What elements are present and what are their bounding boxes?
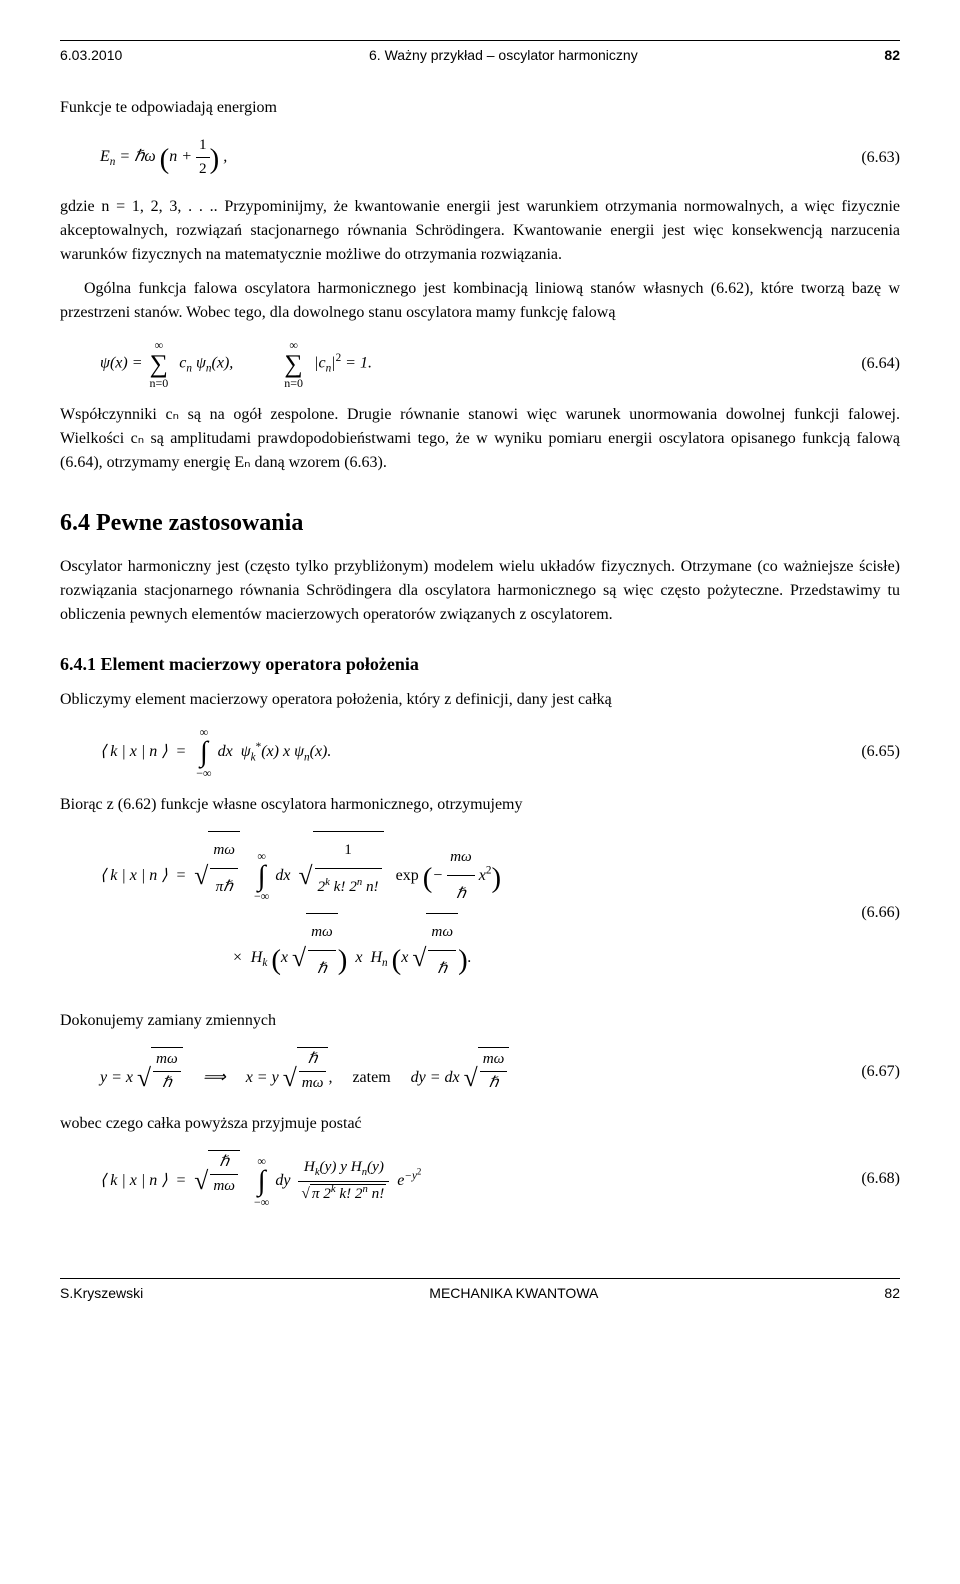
paragraph: Dokonujemy zamiany zmiennych <box>60 1009 900 1033</box>
subsection-heading-6-4-1: 6.4.1 Element macierzowy operatora położ… <box>60 651 900 678</box>
page-header: 6.03.2010 6. Ważny przykład – oscylator … <box>60 45 900 66</box>
equation-6-63: En = ℏω (n + 12) , (6.63) <box>60 134 900 181</box>
paragraph: Ogólna funkcja falowa oscylatora harmoni… <box>60 277 900 325</box>
equation-number: (6.68) <box>840 1167 900 1191</box>
paragraph: wobec czego całka powyższa przyjmuje pos… <box>60 1112 900 1136</box>
footer-author: S.Kryszewski <box>60 1283 143 1304</box>
equation-number: (6.64) <box>840 352 900 376</box>
section-heading-6-4: 6.4 Pewne zastosowania <box>60 505 900 541</box>
equation-6-64: ψ(x) = ∞∑n=0 cn ψn(x), ∞∑n=0 |cn|2 = 1. … <box>60 339 900 389</box>
text-zatem: zatem <box>352 1069 390 1086</box>
footer-page: 82 <box>884 1283 900 1304</box>
paragraph: Funkcje te odpowiadają energiom <box>60 96 900 120</box>
footer-title: MECHANIKA KWANTOWA <box>429 1283 598 1304</box>
equation-6-65: ⟨ k | x | n ⟩ = ∞∫−∞ dx ψk*(x) x ψn(x). … <box>60 726 900 779</box>
equation-6-67: y = x mωℏ ⟹ x = y ℏmω, zatem dy = dx mωℏ… <box>60 1047 900 1098</box>
paragraph: Oscylator harmoniczny jest (często tylko… <box>60 555 900 627</box>
header-page: 82 <box>884 45 900 66</box>
paragraph: Biorąc z (6.62) funkcje własne oscylator… <box>60 793 900 817</box>
header-chapter: 6. Ważny przykład – oscylator harmoniczn… <box>369 45 638 66</box>
equation-number: (6.65) <box>840 740 900 764</box>
equation-6-68: ⟨ k | x | n ⟩ = ℏmω ∞∫−∞ dy Hk(y) y Hn(y… <box>60 1150 900 1208</box>
header-date: 6.03.2010 <box>60 45 122 66</box>
paragraph: Obliczymy element macierzowy operatora p… <box>60 688 900 712</box>
paragraph: gdzie n = 1, 2, 3, . . .. Przypominijmy,… <box>60 195 900 267</box>
equation-number: (6.67) <box>840 1060 900 1084</box>
page-footer: S.Kryszewski MECHANIKA KWANTOWA 82 <box>60 1278 900 1304</box>
equation-6-66: ⟨ k | x | n ⟩ = mωπℏ ∞∫−∞ dx 12k k! 2n n… <box>60 831 900 995</box>
equation-number: (6.63) <box>840 146 900 170</box>
paragraph: Współczynniki cₙ są na ogół zespolone. D… <box>60 403 900 475</box>
equation-number: (6.66) <box>840 901 900 925</box>
